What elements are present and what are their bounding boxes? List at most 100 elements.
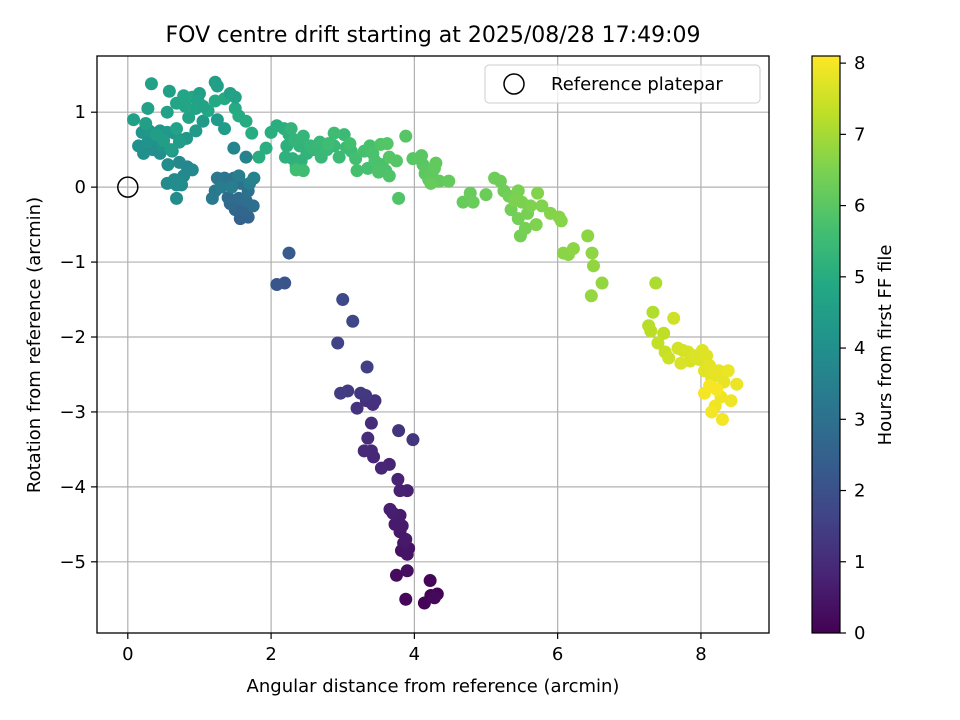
data-point [406, 433, 420, 447]
colorbar: 0 1 2 3 4 5 6 7 8 Hours from first FF file [811, 53, 896, 644]
data-point [284, 122, 298, 136]
colorbar-tick-label: 7 [854, 124, 865, 145]
data-point [508, 194, 522, 208]
data-point [382, 169, 396, 183]
colorbar-tick-label: 2 [854, 481, 865, 502]
data-point [296, 129, 310, 143]
data-point [667, 311, 681, 325]
data-point [321, 137, 335, 151]
data-point [400, 564, 414, 578]
grid-lines [97, 56, 769, 633]
data-point [127, 113, 141, 127]
data-point [141, 101, 155, 115]
data-point [646, 305, 660, 319]
data-point [361, 431, 375, 445]
data-point [389, 154, 403, 168]
x-tick-label: 6 [552, 644, 563, 665]
x-tick-label: 8 [695, 644, 706, 665]
data-point [172, 135, 186, 149]
data-point [523, 199, 537, 213]
legend-box [484, 64, 761, 104]
axes-frame [96, 55, 770, 634]
data-point [674, 356, 688, 370]
data-point [392, 191, 406, 205]
data-point [210, 79, 224, 93]
data-point [270, 278, 284, 292]
data-point [343, 137, 357, 151]
data-point [380, 137, 394, 151]
data-point [172, 155, 186, 169]
data-point [554, 214, 568, 228]
data-point [715, 412, 729, 426]
data-point [721, 364, 735, 378]
data-point [175, 178, 189, 192]
data-point [170, 191, 184, 205]
data-point [205, 191, 219, 205]
data-point [724, 394, 738, 408]
data-point [346, 314, 360, 328]
data-point [196, 99, 210, 113]
data-point [282, 246, 296, 260]
colorbar-label: Hours from first FF file [875, 245, 896, 446]
data-point [164, 143, 178, 157]
data-point [424, 176, 438, 190]
data-point [227, 141, 241, 155]
data-point [331, 336, 345, 350]
data-point [427, 591, 441, 605]
data-point [144, 77, 158, 91]
colorbar-tick-label: 5 [854, 267, 865, 288]
y-tick-label: 0 [75, 177, 86, 198]
data-point [162, 84, 176, 98]
y-tick-label: −3 [59, 402, 86, 423]
data-point [170, 122, 184, 136]
data-point [712, 364, 726, 378]
y-tick-label: −4 [59, 477, 86, 498]
colorbar-tick-label: 0 [854, 623, 865, 644]
data-point [228, 90, 242, 104]
y-tick-label: −1 [59, 252, 86, 273]
data-point [429, 156, 443, 170]
data-point [493, 174, 507, 188]
data-point [657, 326, 671, 340]
data-point [392, 424, 406, 438]
colorbar-tick-label: 1 [854, 552, 865, 573]
reference-platepar-marker [117, 176, 139, 198]
data-point [391, 472, 405, 486]
x-tick-label: 4 [409, 644, 420, 665]
data-point [442, 174, 456, 188]
data-point [644, 324, 658, 338]
data-point [259, 141, 273, 155]
colorbar-gradient [811, 55, 841, 634]
data-point [350, 401, 364, 415]
data-point [327, 126, 341, 140]
colorbar-tick-label: 8 [854, 53, 865, 74]
data-point [149, 128, 163, 142]
data-point [252, 150, 266, 164]
data-point [649, 276, 663, 290]
data-point [529, 218, 543, 232]
colorbar-tick-label: 6 [854, 196, 865, 217]
data-point [374, 461, 388, 475]
data-point [289, 163, 303, 177]
data-point [399, 129, 413, 143]
data-point [393, 484, 407, 498]
data-point [196, 114, 210, 128]
data-point [350, 164, 364, 178]
data-point [246, 199, 260, 213]
data-point [139, 116, 153, 130]
data-point [466, 195, 480, 209]
x-axis-ticks: 0 2 4 6 8 [122, 633, 707, 665]
data-point [700, 349, 714, 363]
x-axis-label: Angular distance from reference (arcmin) [247, 676, 620, 697]
data-point [399, 592, 413, 606]
y-axis-ticks: −5 −4 −3 −2 −1 0 1 [59, 102, 97, 573]
data-point [710, 382, 724, 396]
data-point [423, 574, 437, 588]
colorbar-tick-label: 4 [854, 338, 865, 359]
scatter-points [127, 75, 744, 610]
data-point [245, 126, 259, 140]
data-point [225, 180, 239, 194]
data-point [586, 259, 600, 273]
data-point [662, 351, 676, 365]
